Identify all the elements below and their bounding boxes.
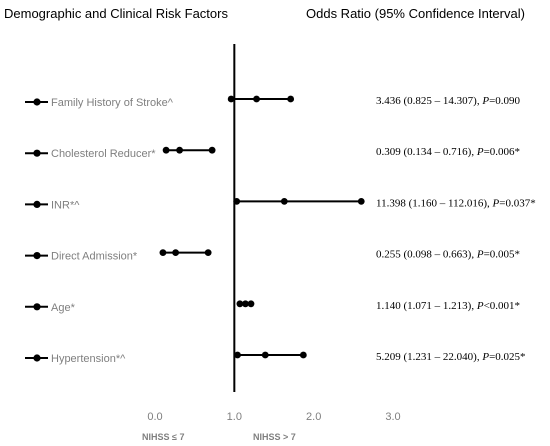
ci-text: 0.309 (0.134 – 0.716), xyxy=(376,146,477,158)
row-label: Hypertension*^ xyxy=(51,353,126,365)
odds-ratio-text: 5.209 (1.231 – 22.040), P=0.025* xyxy=(376,351,526,363)
p-label: P xyxy=(492,197,500,209)
odds-ratio-text: 11.398 (1.160 – 112.016), P=0.037* xyxy=(376,197,536,209)
p-value: =0.037* xyxy=(499,197,535,209)
row-label: INR*^ xyxy=(51,199,80,211)
ci-text: 3.436 (0.825 – 14.307), xyxy=(376,95,482,107)
odds-ratio-point xyxy=(261,351,269,359)
left-column-header: Demographic and Clinical Risk Factors xyxy=(4,6,228,21)
ci-lower-point xyxy=(159,249,167,256)
ci-lower-point xyxy=(227,95,235,103)
ci-upper-point xyxy=(247,300,255,308)
p-value: =0.090 xyxy=(489,95,520,107)
x-tick-label: 0.0 xyxy=(147,411,162,423)
ci-lower-point xyxy=(233,198,241,205)
row-label: Cholesterol Reducer* xyxy=(51,148,156,160)
bottom-label-right: NIHSS > 7 xyxy=(253,432,296,442)
row-legend-dot-icon xyxy=(33,303,41,311)
odds-ratio-text: 1.140 (1.071 – 1.213), P<0.001* xyxy=(376,300,520,312)
row-label: Age* xyxy=(51,302,76,314)
ci-upper-point xyxy=(287,95,295,103)
row-legend-dot-icon xyxy=(33,149,41,157)
odds-ratio-point xyxy=(242,300,249,308)
ci-text: 0.255 (0.098 – 0.663), xyxy=(376,249,477,261)
row-legend-dot-icon xyxy=(33,252,41,260)
odds-ratio-point xyxy=(176,146,183,154)
row-legend-dot-icon xyxy=(33,354,41,362)
row-label: Direct Admission* xyxy=(51,251,138,263)
p-value: =0.025* xyxy=(489,351,525,363)
p-value: <0.001* xyxy=(484,300,520,312)
odds-ratio-point xyxy=(253,95,260,103)
odds-ratio-point xyxy=(172,249,180,256)
odds-ratio-text: 0.309 (0.134 – 0.716), P=0.006* xyxy=(376,146,520,158)
row-legend-dot-icon xyxy=(33,200,41,208)
ci-lower-point xyxy=(162,146,170,154)
row-legend-dot-icon xyxy=(33,98,41,106)
ci-lower-point xyxy=(234,351,241,359)
p-label: P xyxy=(476,249,484,261)
odds-ratio-text: 0.255 (0.098 – 0.663), P=0.005* xyxy=(376,249,520,261)
odds-ratio-text: 3.436 (0.825 – 14.307), P=0.090 xyxy=(376,95,521,107)
p-label: P xyxy=(481,95,489,107)
x-tick-label: 3.0 xyxy=(385,411,400,423)
bottom-label-left: NIHSS ≤ 7 xyxy=(142,432,184,442)
x-tick-label: 2.0 xyxy=(306,411,321,423)
p-label: P xyxy=(481,351,489,363)
right-column-header: Odds Ratio (95% Confidence Interval) xyxy=(306,6,525,21)
ci-upper-point xyxy=(299,351,307,359)
ci-upper-point xyxy=(208,146,216,154)
p-label: P xyxy=(476,300,484,312)
ci-text: 5.209 (1.231 – 22.040), xyxy=(376,351,482,363)
x-tick-label: 1.0 xyxy=(227,411,242,423)
ci-text: 11.398 (1.160 – 112.016), xyxy=(376,197,493,209)
row-label: Family History of Stroke^ xyxy=(51,97,174,109)
p-value: =0.006* xyxy=(484,146,520,158)
odds-ratio-point xyxy=(280,198,288,205)
p-label: P xyxy=(476,146,484,158)
ci-lower-point xyxy=(236,300,244,308)
p-value: =0.005* xyxy=(484,249,520,261)
ci-upper-point xyxy=(357,198,365,205)
ci-upper-point xyxy=(204,249,212,256)
ci-text: 1.140 (1.071 – 1.213), xyxy=(376,300,477,312)
